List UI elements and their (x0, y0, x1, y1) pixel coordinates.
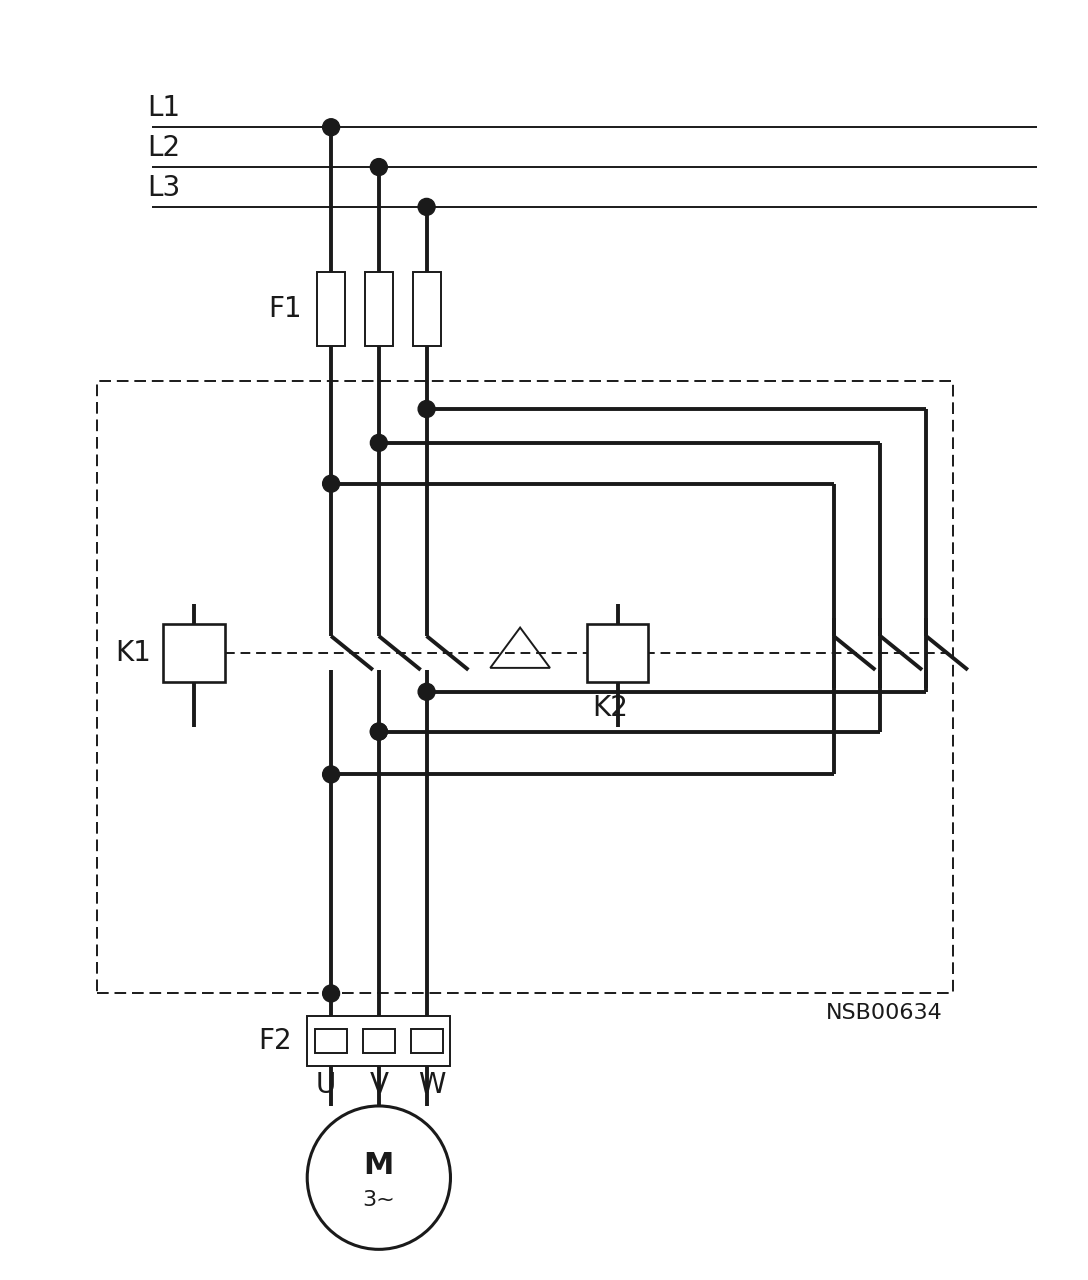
Circle shape (418, 401, 435, 417)
Circle shape (323, 986, 339, 1002)
Circle shape (370, 723, 387, 740)
Circle shape (323, 765, 339, 783)
Text: L1: L1 (147, 95, 181, 123)
Bar (316, 1029, 347, 1053)
Bar (163, 625, 224, 682)
Bar (364, 271, 393, 347)
Text: L3: L3 (147, 174, 181, 202)
Text: 3~: 3~ (362, 1189, 395, 1210)
Text: L2: L2 (147, 134, 181, 163)
Bar (586, 625, 648, 682)
Text: NSB00634: NSB00634 (826, 1004, 943, 1024)
Circle shape (323, 475, 339, 492)
Text: K2: K2 (592, 694, 628, 722)
Circle shape (370, 723, 387, 740)
Circle shape (323, 119, 339, 136)
Bar (307, 1016, 450, 1066)
Text: U: U (316, 1071, 336, 1100)
Text: W: W (418, 1071, 445, 1100)
Bar (363, 1029, 395, 1053)
Text: M: M (363, 1151, 394, 1180)
Text: V: V (369, 1071, 388, 1100)
Text: K1: K1 (115, 639, 151, 667)
Circle shape (418, 198, 435, 215)
Bar (318, 271, 345, 347)
Circle shape (370, 159, 387, 175)
Circle shape (418, 684, 435, 700)
Circle shape (370, 434, 387, 452)
Bar (410, 1029, 443, 1053)
Bar (412, 271, 441, 347)
Text: F2: F2 (259, 1028, 293, 1055)
Bar (97, 381, 953, 993)
Text: F1: F1 (269, 294, 302, 323)
